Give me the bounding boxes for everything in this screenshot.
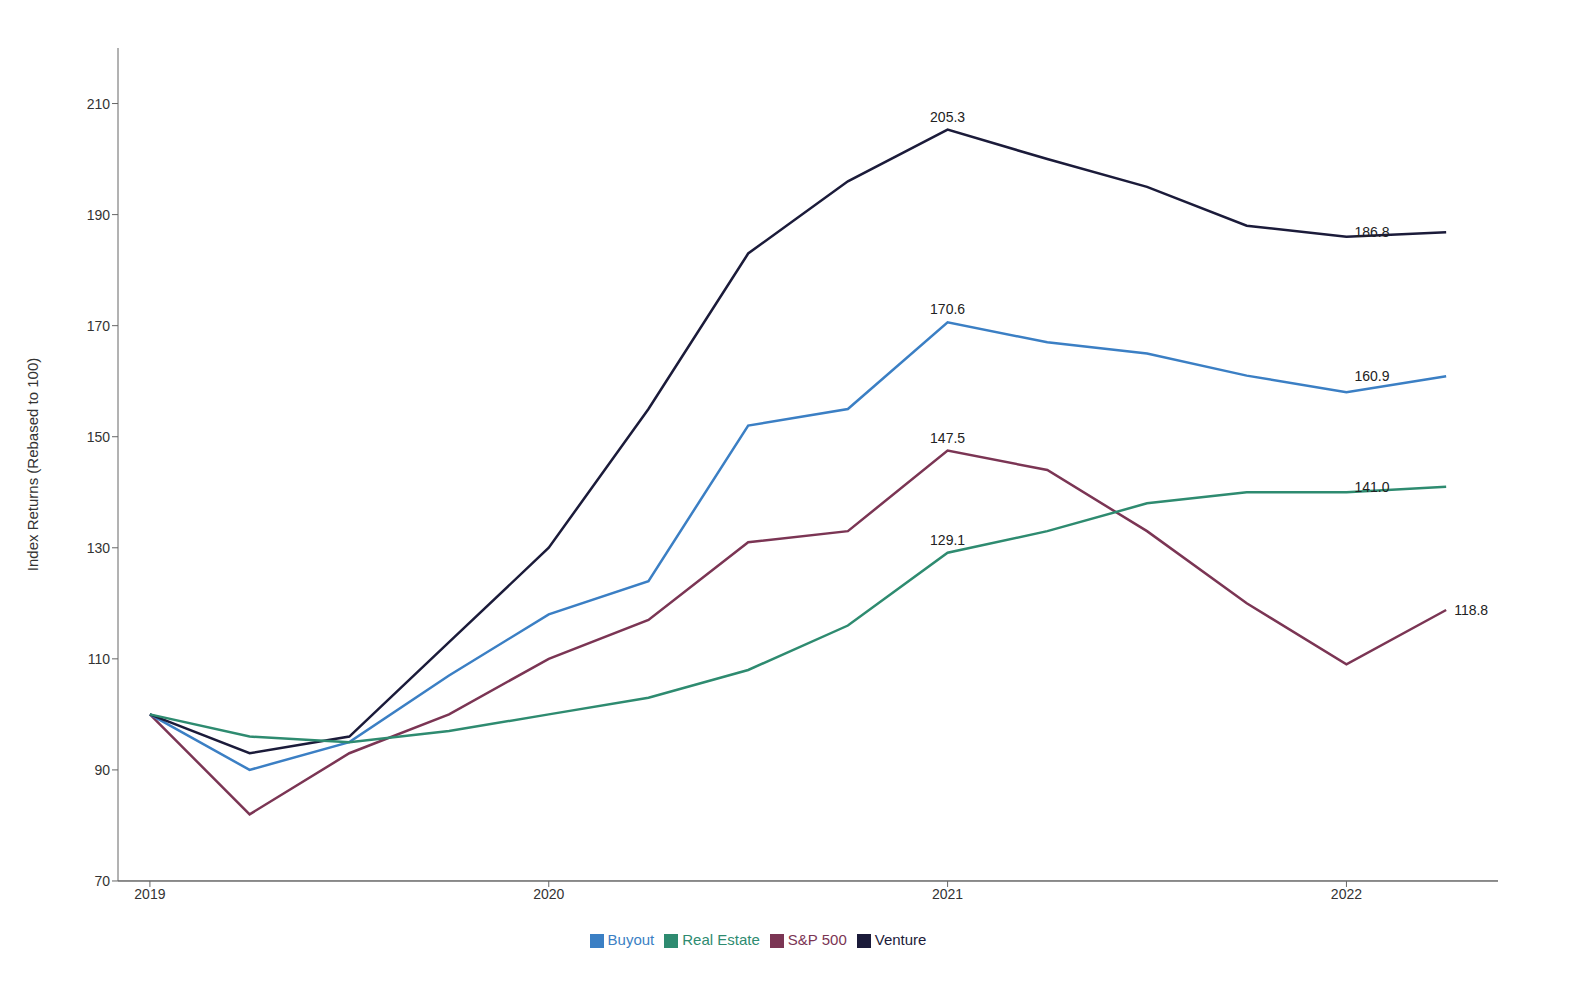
svg-text:130: 130 bbox=[87, 540, 111, 556]
svg-text:90: 90 bbox=[94, 762, 110, 778]
svg-text:2022: 2022 bbox=[1331, 886, 1362, 902]
svg-text:2021: 2021 bbox=[932, 886, 963, 902]
html-text:Buyout: Buyout bbox=[607, 931, 655, 948]
svg-text:147.5: 147.5 bbox=[930, 430, 965, 446]
svg-text:170.6: 170.6 bbox=[930, 301, 965, 317]
html-text:Real Estate: Real Estate bbox=[682, 931, 760, 948]
svg-text:186.8: 186.8 bbox=[1354, 224, 1389, 240]
svg-text:2020: 2020 bbox=[533, 886, 564, 902]
svg-text:141.0: 141.0 bbox=[1354, 479, 1389, 495]
svg-text:70: 70 bbox=[94, 873, 110, 889]
svg-text:Index Returns (Rebased to 100): Index Returns (Rebased to 100) bbox=[24, 358, 41, 571]
svg-text:170: 170 bbox=[87, 318, 111, 334]
svg-text:129.1: 129.1 bbox=[930, 532, 965, 548]
html-text:S&P 500: S&P 500 bbox=[787, 931, 847, 948]
html-text:Venture: Venture bbox=[874, 931, 927, 948]
svg-text:160.9: 160.9 bbox=[1354, 368, 1389, 384]
svg-text:150: 150 bbox=[87, 429, 111, 445]
svg-text:205.3: 205.3 bbox=[930, 109, 965, 125]
svg-text:2019: 2019 bbox=[134, 886, 165, 902]
svg-text:210: 210 bbox=[87, 96, 111, 112]
svg-text:110: 110 bbox=[88, 651, 111, 667]
svg-text:118.8: 118.8 bbox=[1454, 602, 1488, 618]
svg-text:190: 190 bbox=[87, 207, 111, 223]
